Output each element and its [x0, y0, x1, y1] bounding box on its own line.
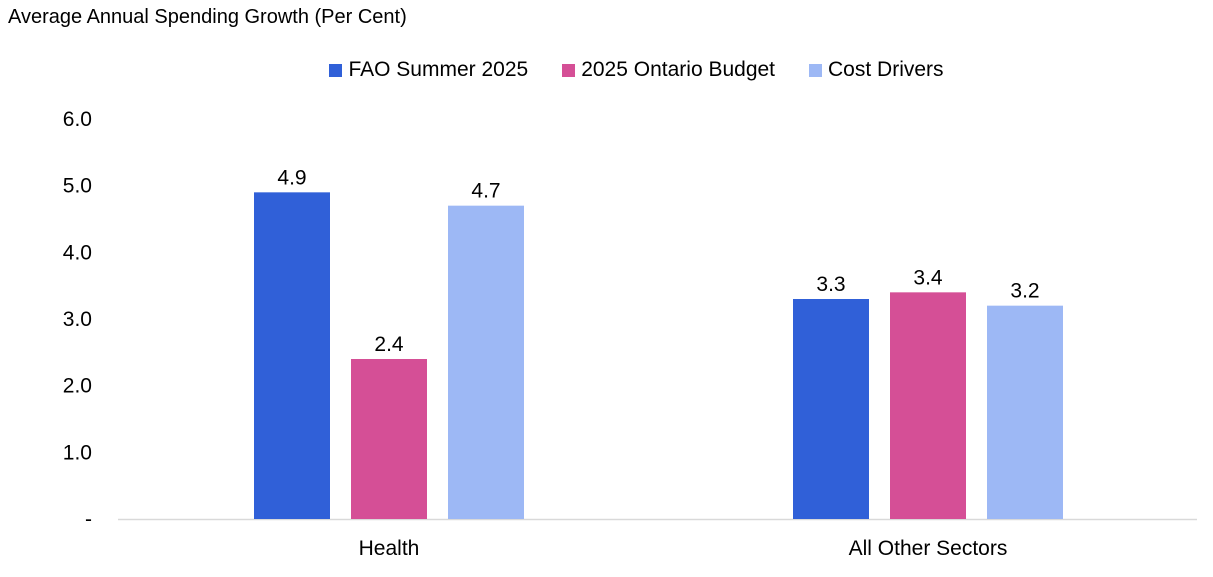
legend-swatch-fao: [329, 63, 343, 77]
data-label: 4.7: [471, 180, 500, 203]
legend-label-fao: FAO Summer 2025: [348, 58, 529, 81]
legend-label-cost-drivers: Cost Drivers: [828, 58, 944, 81]
legend-item-budget: 2025 Ontario Budget: [562, 58, 775, 82]
legend-label-budget: 2025 Ontario Budget: [581, 58, 776, 81]
legend-swatch-budget: [562, 63, 576, 77]
y-tick-label: 4.0: [63, 241, 92, 264]
bar: [987, 305, 1063, 519]
y-tick-label: 3.0: [63, 308, 92, 331]
data-label: 3.3: [816, 273, 845, 296]
x-tick-label: All Other Sectors: [849, 537, 1008, 560]
bar: [793, 299, 869, 519]
x-tick-label: Health: [359, 537, 420, 560]
bar: [254, 192, 330, 520]
y-tick-label: 6.0: [63, 108, 92, 131]
chart-legend: FAO Summer 2025 2025 Ontario Budget Cost…: [0, 58, 1213, 82]
legend-item-cost-drivers: Cost Drivers: [809, 58, 944, 82]
y-axis-title: Average Annual Spending Growth (Per Cent…: [8, 6, 407, 28]
y-tick-label: 5.0: [63, 175, 92, 198]
data-label: 2.4: [374, 333, 404, 356]
y-tick-label: 2.0: [63, 375, 92, 398]
data-label: 3.2: [1010, 280, 1039, 303]
bar: [351, 359, 427, 519]
data-label: 4.9: [277, 166, 306, 189]
legend-item-fao: FAO Summer 2025: [329, 58, 528, 82]
bar: [448, 205, 524, 519]
y-tick-label: -: [85, 508, 92, 531]
legend-swatch-cost-drivers: [809, 63, 823, 77]
data-label: 3.4: [913, 266, 943, 289]
y-tick-label: 1.0: [63, 441, 92, 464]
bar: [890, 292, 966, 519]
